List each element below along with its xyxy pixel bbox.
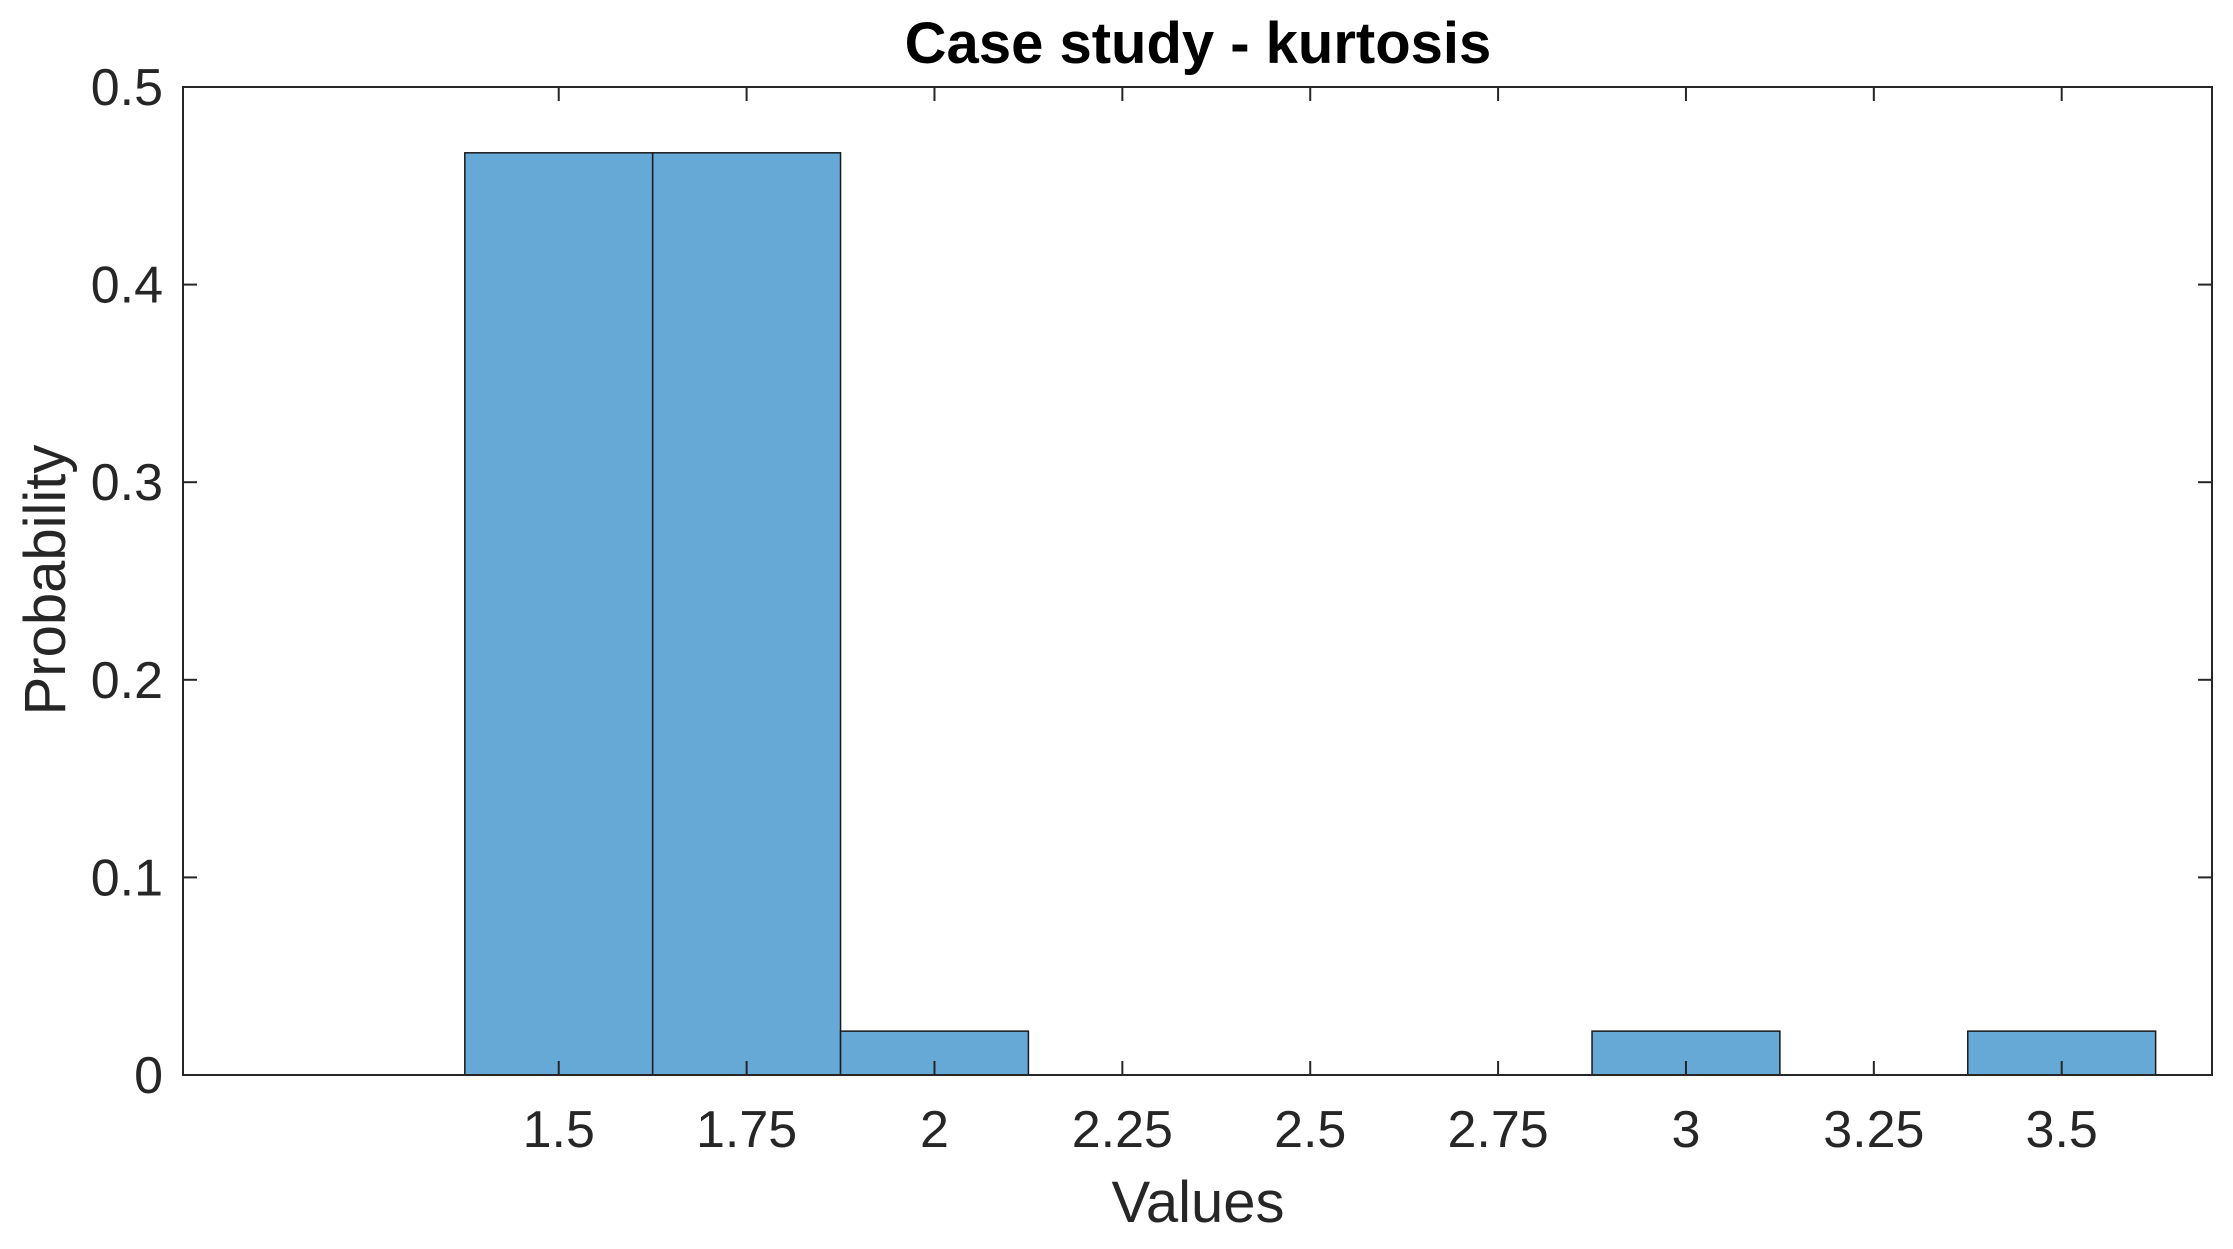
histogram-bar-1 [651, 152, 842, 1076]
x-tick-label-0: 1.5 [523, 1101, 595, 1159]
x-tick-label-6: 3 [1672, 1101, 1701, 1159]
histogram-bar-0 [464, 152, 654, 1076]
x-axis-label: Values [1111, 1170, 1284, 1235]
x-tick-label-1: 1.75 [696, 1101, 797, 1159]
bars-group [464, 152, 2157, 1076]
x-tick-label-3: 2.25 [1072, 1101, 1173, 1159]
y-tick-label-1: 0.1 [91, 849, 163, 907]
x-tick-label-7: 3.25 [1823, 1101, 1924, 1159]
plot-area-frame [182, 86, 2213, 1076]
chart-title: Case study - kurtosis [905, 11, 1492, 76]
y-tick-label-2: 0.2 [91, 652, 163, 710]
y-tick-label-0: 0 [134, 1047, 163, 1105]
x-tick-label-4: 2.5 [1274, 1101, 1346, 1159]
y-tick-label-3: 0.3 [91, 454, 163, 512]
x-tick-label-5: 2.75 [1447, 1101, 1548, 1159]
histogram-bar-4 [1967, 1030, 2157, 1076]
x-axis-ticks: 1.5 1.75 2 2.25 2.5 2.75 3 3.25 3.5 [523, 87, 2098, 1159]
y-axis-ticks: 0 0.1 0.2 0.3 0.4 0.5 [91, 59, 2212, 1105]
y-axis-label: Probability [13, 445, 78, 716]
y-tick-label-4: 0.4 [91, 257, 163, 315]
x-tick-label-2: 2 [920, 1101, 949, 1159]
x-tick-label-8: 3.5 [2026, 1101, 2098, 1159]
y-tick-label-5: 0.5 [91, 59, 163, 117]
